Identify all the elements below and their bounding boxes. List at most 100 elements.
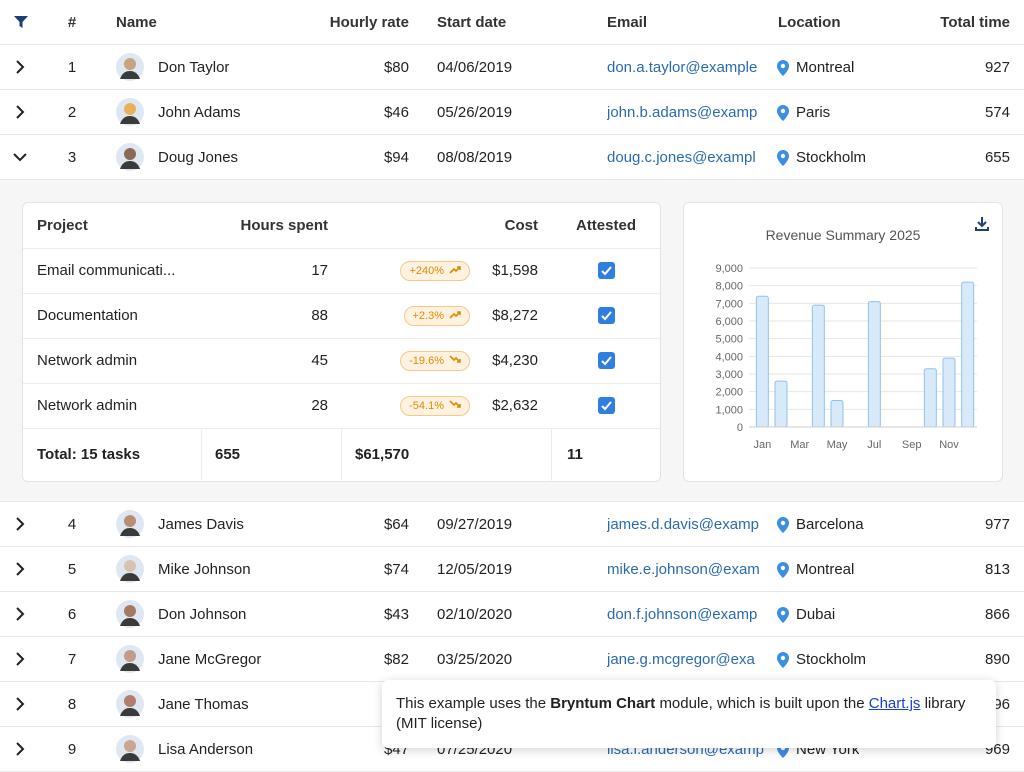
attested-checkbox[interactable] — [598, 397, 615, 414]
cost: $1,598 — [492, 262, 538, 279]
hourly-rate: $74 — [383, 561, 409, 578]
expand-toggle[interactable] — [12, 696, 28, 712]
cost: $2,632 — [492, 397, 538, 414]
avatar — [116, 555, 144, 583]
column-header[interactable]: Total time — [940, 14, 1010, 31]
total-time: 890 — [984, 651, 1010, 668]
notice-toast: This example uses the Bryntum Chart modu… — [382, 680, 996, 748]
expand-toggle[interactable] — [12, 516, 28, 532]
bar — [961, 281, 975, 428]
hourly-rate: $46 — [383, 104, 409, 121]
x-tick-label: Nov — [939, 439, 959, 451]
column-header[interactable]: Email — [607, 14, 648, 31]
chart-title: Revenue Summary 2025 — [766, 227, 921, 243]
footer-total: 11 — [567, 446, 583, 463]
header-row: # Name Hourly rate Start date Email Location T… — [0, 0, 1024, 45]
grid-row: 6 Don Johnson $43 02/10/2020 don.f.johnson@e… — [0, 592, 1024, 637]
grid-row: 4 James Davis $64 09/27/2019 james.d.davis@e… — [0, 502, 1024, 547]
row-number: 8 — [67, 696, 77, 713]
attested-checkbox[interactable] — [598, 262, 615, 279]
employee-name: Doug Jones — [158, 149, 239, 166]
project-row: Documentation 88 +2.3% $8,272 — [23, 293, 660, 339]
notice-text: This example uses the — [396, 695, 547, 712]
column-header[interactable]: Hourly rate — [329, 14, 409, 31]
expand-toggle[interactable] — [12, 606, 28, 622]
project-row: Network admin 28 -54.1% $2,632 — [23, 383, 660, 429]
filter-icon[interactable] — [13, 15, 29, 29]
hourly-rate: $94 — [383, 149, 409, 166]
x-tick-label: May — [827, 439, 848, 451]
x-tick-label: Mar — [790, 439, 809, 451]
project-header: Project Hours spent Cost Attested — [23, 203, 660, 249]
row-number: 4 — [67, 516, 77, 533]
employee-name: Don Taylor — [158, 59, 230, 76]
checkmark — [601, 401, 612, 411]
y-tick-label: 9,000 — [715, 263, 743, 275]
column-header[interactable]: Project — [37, 217, 88, 234]
column-header[interactable]: Hours spent — [240, 217, 328, 234]
location-pin — [777, 607, 789, 623]
column-header[interactable]: Attested — [575, 217, 636, 234]
bar — [923, 368, 937, 428]
trend-label: -54.1% — [409, 400, 444, 412]
expand-toggle[interactable] — [12, 561, 28, 577]
attested-checkbox[interactable] — [598, 352, 615, 369]
row-number: 5 — [67, 561, 77, 578]
expand-toggle[interactable] — [12, 59, 28, 75]
trend-badge: -54.1% — [400, 396, 470, 416]
project-footer: Total: 15 tasks 655 $61,570 11 — [23, 428, 660, 482]
trend-label: -19.6% — [409, 355, 444, 367]
column-header[interactable]: Cost — [504, 217, 538, 234]
footer-divider — [201, 428, 202, 482]
grid-row: 3 Doug Jones $94 08/08/2019 doug.c.jones@exa… — [0, 135, 1024, 180]
column-header[interactable]: Name — [116, 14, 157, 31]
start-date: 02/10/2020 — [437, 606, 513, 623]
project-name: Documentation — [37, 307, 138, 324]
expand-toggle[interactable] — [12, 149, 28, 165]
project-row: Email communicati... 17 +240% $1,598 — [23, 248, 660, 294]
project-name: Network admin — [37, 397, 138, 414]
location-pin — [777, 150, 789, 166]
location: Barcelona — [796, 516, 864, 533]
attested-checkbox[interactable] — [598, 307, 615, 324]
expand-toggle[interactable] — [12, 104, 28, 120]
chart-card: Revenue Summary 2025 0 1,000 2,000 3,000 4,00… — [683, 202, 1003, 482]
avatar — [116, 600, 144, 628]
total-time: 655 — [984, 149, 1010, 166]
avatar — [116, 645, 144, 673]
row-number: 7 — [67, 651, 77, 668]
footer-divider — [341, 428, 342, 482]
trend-label: +240% — [409, 265, 444, 277]
total-time: 977 — [984, 516, 1010, 533]
avatar — [116, 143, 144, 171]
project-row: Network admin 45 -19.6% $4,230 — [23, 338, 660, 384]
y-tick-label: 3,000 — [715, 369, 743, 381]
footer-total: 655 — [215, 446, 241, 463]
column-header[interactable]: Location — [778, 14, 841, 31]
footer-total: Total: 15 tasks — [37, 446, 141, 463]
email[interactable]: doug.c.jones@exampl — [607, 149, 756, 166]
checkmark — [601, 311, 612, 321]
hours-spent: 88 — [311, 307, 328, 324]
row-detail: Project Hours spent Cost Attested Email comm… — [0, 180, 1024, 502]
bar — [774, 380, 788, 428]
email[interactable]: don.a.taylor@example — [607, 59, 758, 76]
location-pin — [777, 652, 789, 668]
chartjs-link[interactable]: Chart.js — [868, 695, 921, 712]
column-header[interactable]: Start date — [437, 14, 507, 31]
checkmark — [601, 266, 612, 276]
employee-name: Jane McGregor — [158, 651, 262, 668]
y-tick-label: 6,000 — [715, 316, 743, 328]
column-header[interactable]: # — [67, 14, 77, 31]
expand-toggle[interactable] — [12, 651, 28, 667]
email[interactable]: jane.g.mcgregor@exa — [607, 651, 755, 668]
expand-toggle[interactable] — [12, 741, 28, 757]
y-tick-label: 5,000 — [715, 334, 743, 346]
email[interactable]: james.d.davis@examp — [607, 516, 759, 533]
download-button[interactable] — [975, 217, 989, 231]
y-tick-label: 0 — [737, 422, 743, 434]
email[interactable]: mike.e.johnson@exam — [607, 561, 760, 578]
notice-text: module, which is built upon the — [659, 695, 865, 712]
email[interactable]: don.f.johnson@examp — [607, 606, 758, 623]
email[interactable]: john.b.adams@examp — [607, 104, 758, 121]
